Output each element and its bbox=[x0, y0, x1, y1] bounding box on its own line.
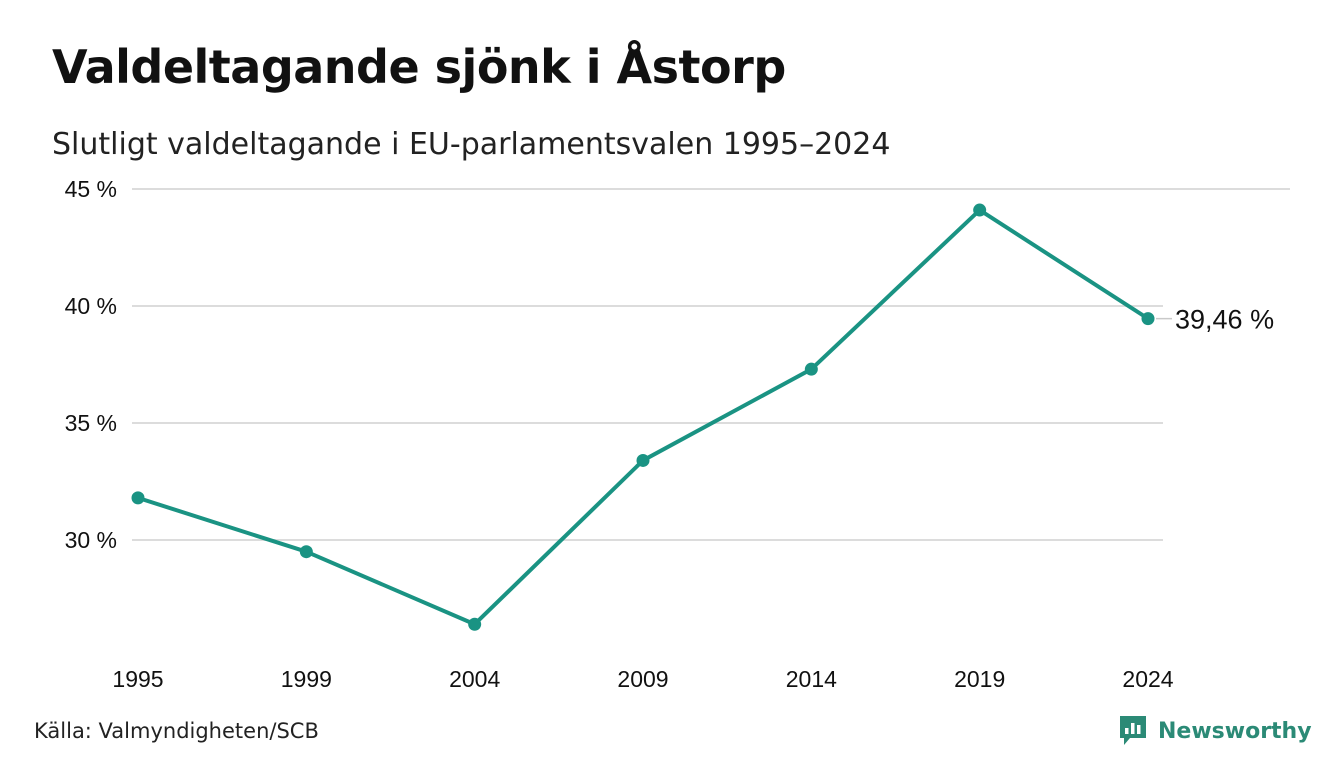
data-point-2009 bbox=[636, 453, 650, 467]
x-tick-label: 1995 bbox=[112, 666, 163, 692]
data-point-2019 bbox=[973, 203, 987, 217]
newsworthy-logo-icon bbox=[1120, 716, 1146, 745]
data-point-2014 bbox=[804, 362, 818, 376]
data-point-1995 bbox=[131, 491, 145, 505]
x-tick-label: 2019 bbox=[954, 666, 1005, 692]
data-point-2004 bbox=[468, 617, 482, 631]
end-value-label: 39,46 % bbox=[1175, 305, 1274, 335]
chart-subtitle: Slutligt valdeltagande i EU-parlamentsva… bbox=[52, 127, 891, 162]
chart-title: Valdeltagande sjönk i Åstorp bbox=[52, 40, 786, 94]
y-tick-label: 30 % bbox=[65, 527, 117, 553]
y-tick-label: 45 % bbox=[65, 176, 117, 202]
y-tick-label: 40 % bbox=[65, 293, 117, 319]
data-point-1999 bbox=[299, 545, 313, 559]
x-tick-label: 2004 bbox=[449, 666, 500, 692]
brand-logo: Newsworthy bbox=[1118, 714, 1312, 748]
x-tick-label: 2009 bbox=[617, 666, 668, 692]
series-line bbox=[136, 208, 1150, 627]
source-note: Källa: Valmyndigheten/SCB bbox=[34, 719, 319, 743]
data-point-2024 bbox=[1141, 312, 1155, 326]
brand-name: Newsworthy bbox=[1158, 718, 1312, 744]
x-tick-label: 1999 bbox=[281, 666, 332, 692]
y-tick-label: 35 % bbox=[65, 410, 117, 436]
x-tick-label: 2024 bbox=[1122, 666, 1173, 692]
x-tick-label: 2014 bbox=[786, 666, 837, 692]
